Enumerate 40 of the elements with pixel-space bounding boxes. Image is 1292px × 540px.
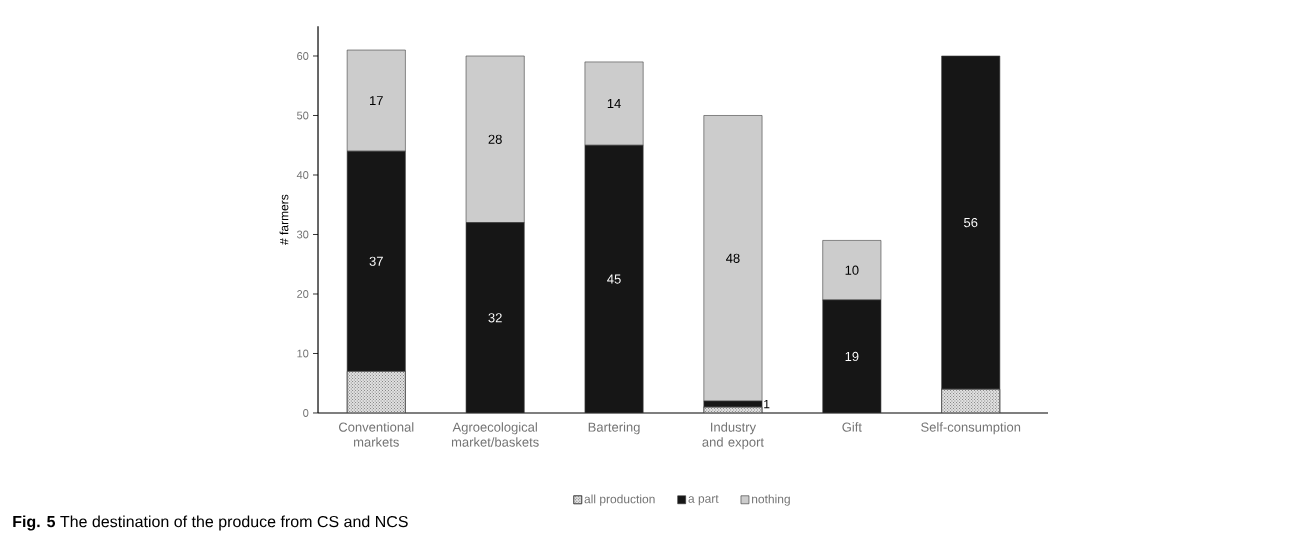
data-label: 10 [845, 265, 859, 275]
bar [941, 55, 1001, 390]
y-tick-label: 20 [297, 290, 309, 298]
x-tick-label: Bartering [588, 422, 640, 435]
legend-label: nothing [752, 494, 790, 506]
y-tick-label: 40 [296, 171, 309, 179]
data-label: 48 [726, 253, 740, 263]
data-label: 1 [764, 399, 770, 409]
data-label: 19 [845, 351, 859, 362]
data-label: 45 [607, 274, 621, 284]
bar [941, 388, 1001, 413]
legend-label: a part [688, 494, 719, 506]
data-label: 56 [964, 217, 978, 228]
y-tick-label: 30 [297, 230, 309, 239]
bar [584, 144, 644, 413]
data-label: 37 [369, 256, 383, 266]
bar [346, 371, 406, 413]
x-tick-label: Conventional markets [338, 422, 414, 447]
bar [584, 61, 644, 146]
data-label: 17 [370, 96, 383, 106]
x-tick-label: Industry and export [702, 422, 764, 450]
y-tick-label: 10 [297, 349, 309, 358]
text: Fig. 5 The destination of the produce from CS and NCS [13, 515, 408, 531]
x-tick-label: Self-consumption [921, 422, 1021, 435]
legend-label: all production [584, 494, 655, 506]
x-tick-label: Gift [842, 422, 862, 432]
bar [465, 222, 525, 413]
y-axis-title: # farmers [279, 194, 289, 245]
y-tick-label: 50 [297, 111, 309, 120]
data-label: 14 [607, 99, 621, 109]
bar [822, 299, 882, 413]
bar [703, 115, 763, 402]
bar [703, 400, 763, 408]
bar [346, 150, 406, 372]
y-tick-label: 0 [303, 409, 309, 417]
y-tick-label: 60 [297, 52, 309, 60]
data-label: 32 [488, 313, 502, 323]
data-label: 28 [488, 134, 502, 144]
x-tick-label: Agroecological market/baskets [451, 422, 539, 447]
bar [822, 240, 882, 301]
